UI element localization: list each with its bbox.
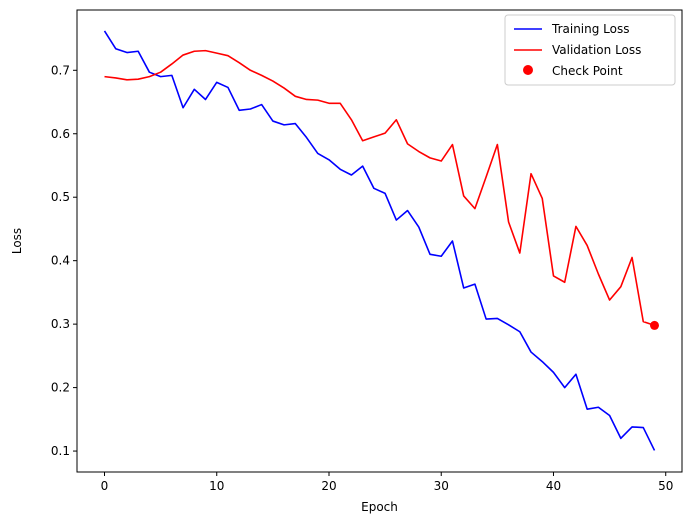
- y-axis-label: Loss: [10, 228, 24, 254]
- plot-frame: [76, 9, 683, 473]
- legend-label-validation-loss: Validation Loss: [552, 43, 641, 57]
- x-tick-label: 40: [546, 479, 561, 493]
- x-axis-label: Epoch: [361, 500, 398, 514]
- legend-label-training-loss: Training Loss: [551, 22, 629, 36]
- x-tick-label: 30: [434, 479, 449, 493]
- x-tick-label: 20: [321, 479, 336, 493]
- y-tick-label: 0.5: [51, 190, 70, 204]
- legend-label-check-point: Check Point: [552, 64, 623, 78]
- y-tick-label: 0.7: [51, 63, 70, 77]
- legend-box: [504, 14, 676, 86]
- y-tick-label: 0.4: [51, 254, 70, 268]
- series-layer: [103, 30, 659, 451]
- y-tick-label: 0.1: [51, 444, 70, 458]
- y-tick-label: 0.6: [51, 127, 70, 141]
- legend: Training Loss Validation Loss Check Poin…: [504, 14, 676, 86]
- x-tick-label: 10: [209, 479, 224, 493]
- x-tick-label: 50: [658, 479, 673, 493]
- y-tick-label: 0.3: [51, 317, 70, 331]
- x-tick-label: 0: [101, 479, 109, 493]
- series-line-training-loss: [103, 30, 656, 451]
- y-axis-ticks: 0.1 0.2 0.3 0.4 0.5 0.6 0.7: [51, 63, 77, 458]
- y-tick-label: 0.2: [51, 381, 70, 395]
- legend-marker-check-point: [523, 65, 533, 75]
- x-axis-ticks: 0 10 20 30 40 50: [101, 472, 673, 493]
- check-point-marker: [650, 320, 659, 330]
- series-line-validation-loss: [104, 49, 655, 327]
